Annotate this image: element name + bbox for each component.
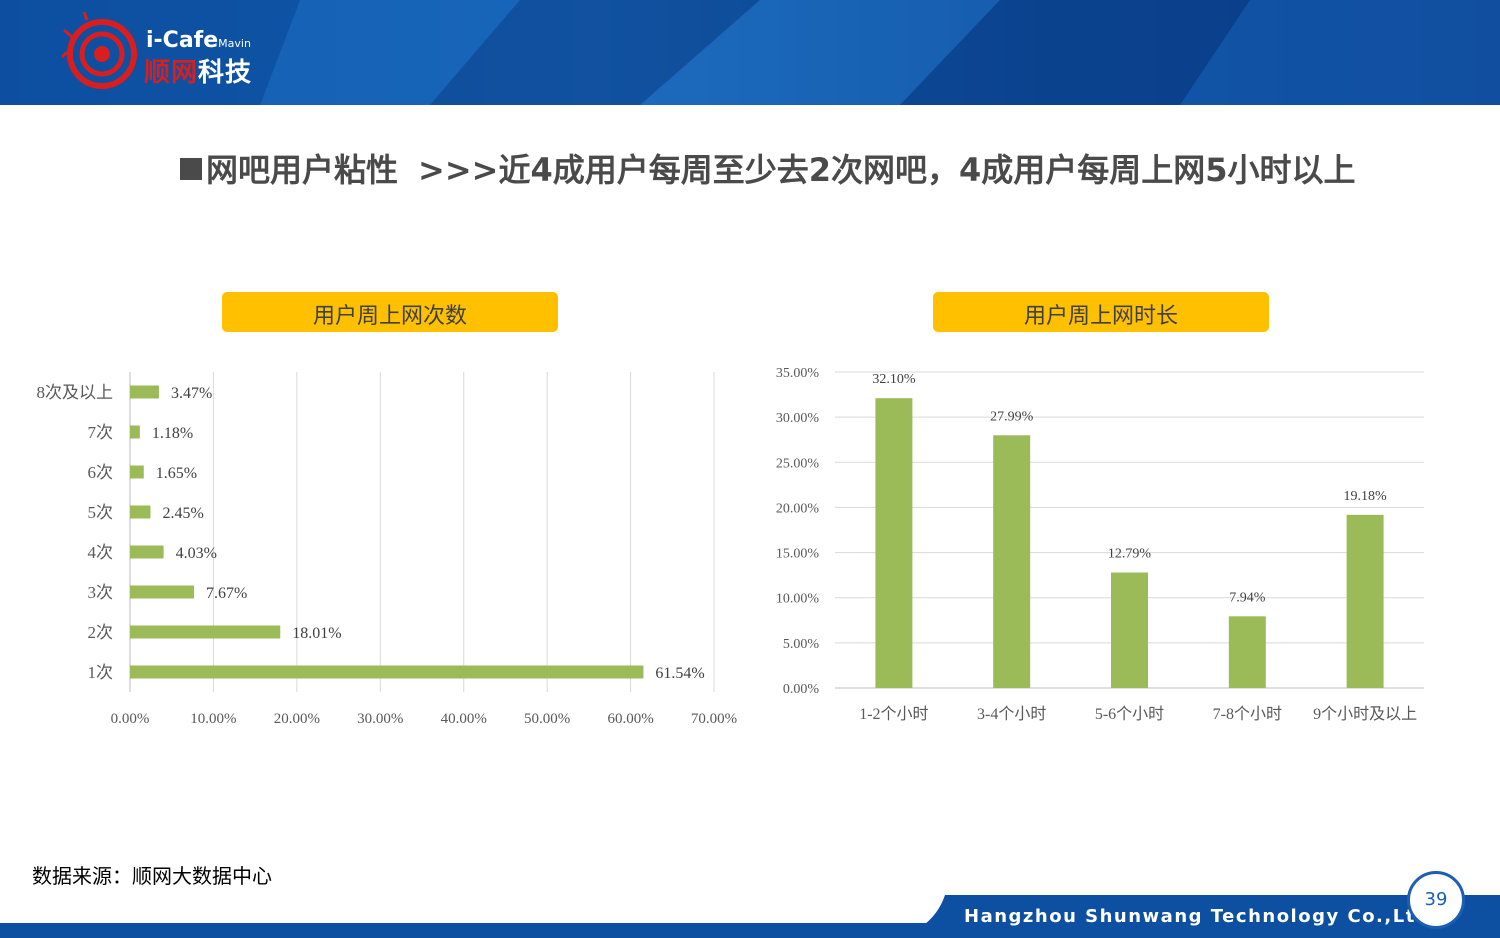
chart2-title: 用户周上网时长 xyxy=(933,292,1269,332)
chart1-bar xyxy=(130,425,140,439)
chart2-y-tick-label: 0.00% xyxy=(783,682,820,697)
chart2-data-label: 7.94% xyxy=(1229,590,1266,605)
chart2-data-label: 32.10% xyxy=(872,372,916,387)
chart2-category-label: 7-8个小时 xyxy=(1213,705,1282,723)
chart2-bar xyxy=(1228,616,1266,688)
chart1-bar xyxy=(130,585,194,599)
chart1-x-tick-label: 30.00% xyxy=(357,711,403,727)
chart1-category-label: 2次 xyxy=(88,623,114,642)
header-banner xyxy=(0,0,1500,105)
chart2-y-tick-label: 30.00% xyxy=(776,411,820,426)
brand-name-cn: 顺网科技 xyxy=(144,58,253,88)
chart1-category-label: 8次及以上 xyxy=(37,383,114,402)
chart2-bar xyxy=(993,435,1031,688)
chart1-data-label: 1.65% xyxy=(156,465,197,482)
chart1-x-tick-label: 0.00% xyxy=(111,711,150,727)
chart2-category-label: 5-6个小时 xyxy=(1095,705,1164,723)
chart1-data-label: 2.45% xyxy=(162,505,203,522)
chart2-y-tick-label: 15.00% xyxy=(776,547,820,562)
chart2-y-tick-label: 20.00% xyxy=(776,501,820,516)
chart2-y-tick-label: 10.00% xyxy=(776,592,820,607)
title-bullet-icon xyxy=(180,158,202,180)
chart1-x-tick-label: 70.00% xyxy=(691,711,737,727)
chart1-x-tick-label: 20.00% xyxy=(274,711,320,727)
chart1-category-label: 3次 xyxy=(88,583,114,602)
chart2-category-label: 3-4个小时 xyxy=(977,705,1046,723)
chart2-y-tick-label: 25.00% xyxy=(776,456,820,471)
chart2-category-label: 9个小时及以上 xyxy=(1313,705,1417,723)
page-subtitle: >>>近4成用户每周至少去2次网吧，4成用户每周上网5小时以上 xyxy=(418,151,1356,189)
chart1-data-label: 1.18% xyxy=(152,425,193,442)
chart1-data-label: 18.01% xyxy=(292,625,341,642)
chart2-bar xyxy=(1346,514,1384,688)
chart1-bar xyxy=(130,665,644,679)
data-source: 数据来源：顺网大数据中心 xyxy=(32,864,272,888)
page-number: 39 xyxy=(1407,871,1465,929)
chart1-category-label: 7次 xyxy=(88,423,114,442)
company-name: Hangzhou Shunwang Technology Co.,Ltd xyxy=(964,906,1431,927)
chart2-data-label: 27.99% xyxy=(990,409,1034,424)
chart1-category-label: 6次 xyxy=(88,463,114,482)
chart1-data-label: 7.67% xyxy=(206,585,247,602)
chart1-bar xyxy=(130,505,151,519)
chart2-y-tick-label: 5.00% xyxy=(783,637,820,652)
chart2-category-label: 1-2个小时 xyxy=(859,705,928,723)
chart1-x-tick-label: 50.00% xyxy=(524,711,570,727)
chart1-x-tick-label: 10.00% xyxy=(190,711,236,727)
chart2-bar xyxy=(875,398,913,688)
chart1-bar xyxy=(130,545,164,559)
chart1-bar xyxy=(130,625,281,639)
footer-band xyxy=(0,895,1500,938)
page-title: 网吧用户粘性 >>>近4成用户每周至少去2次网吧，4成用户每周上网5小时以上 xyxy=(180,148,1380,192)
charts-canvas: 0.00% 10.00% 20.00% 30.00% 40.00% 50.00% 60.00… xyxy=(37,366,1424,727)
chart1-bar xyxy=(130,385,159,399)
chart1-x-tick-label: 60.00% xyxy=(607,711,653,727)
brand-name-en: i-CafeMavin xyxy=(146,28,251,53)
chart1-data-label: 4.03% xyxy=(176,545,217,562)
chart2-bar xyxy=(1111,572,1148,688)
chart2-y-tick-label: 35.00% xyxy=(776,366,820,381)
brand-logo-icon xyxy=(62,12,137,89)
chart1-category-label: 4次 xyxy=(88,543,114,562)
chart1-bar xyxy=(130,465,144,479)
chart1-x-tick-label: 40.00% xyxy=(441,711,487,727)
chart1-category-label: 5次 xyxy=(88,503,114,522)
chart2-data-label: 12.79% xyxy=(1108,547,1152,562)
chart1-data-label: 61.54% xyxy=(655,665,704,682)
chart1-title: 用户周上网次数 xyxy=(222,292,558,332)
chart2-data-label: 19.18% xyxy=(1344,489,1388,504)
chart1-data-label: 3.47% xyxy=(171,385,212,402)
chart1-category-label: 1次 xyxy=(88,663,114,682)
header-pattern xyxy=(0,0,1500,105)
